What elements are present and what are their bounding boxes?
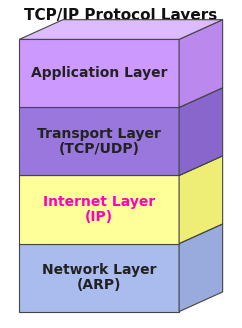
Bar bbox=[19, 175, 179, 243]
Text: Application Layer: Application Layer bbox=[31, 66, 167, 80]
Bar bbox=[19, 243, 179, 312]
Polygon shape bbox=[19, 20, 223, 39]
Polygon shape bbox=[179, 156, 223, 243]
Polygon shape bbox=[179, 224, 223, 312]
Text: Network Layer: Network Layer bbox=[42, 263, 157, 277]
Polygon shape bbox=[19, 156, 223, 175]
Polygon shape bbox=[19, 88, 223, 108]
Text: (IP): (IP) bbox=[85, 210, 113, 224]
Bar bbox=[19, 39, 179, 108]
Polygon shape bbox=[179, 20, 223, 108]
Text: (TCP/UDP): (TCP/UDP) bbox=[59, 142, 140, 156]
Text: TCP/IP Protocol Layers: TCP/IP Protocol Layers bbox=[24, 8, 218, 23]
Bar bbox=[19, 108, 179, 175]
Text: Internet Layer: Internet Layer bbox=[43, 195, 155, 209]
Text: (ARP): (ARP) bbox=[77, 278, 121, 292]
Polygon shape bbox=[19, 224, 223, 243]
Text: Transport Layer: Transport Layer bbox=[37, 127, 161, 141]
Polygon shape bbox=[179, 88, 223, 175]
